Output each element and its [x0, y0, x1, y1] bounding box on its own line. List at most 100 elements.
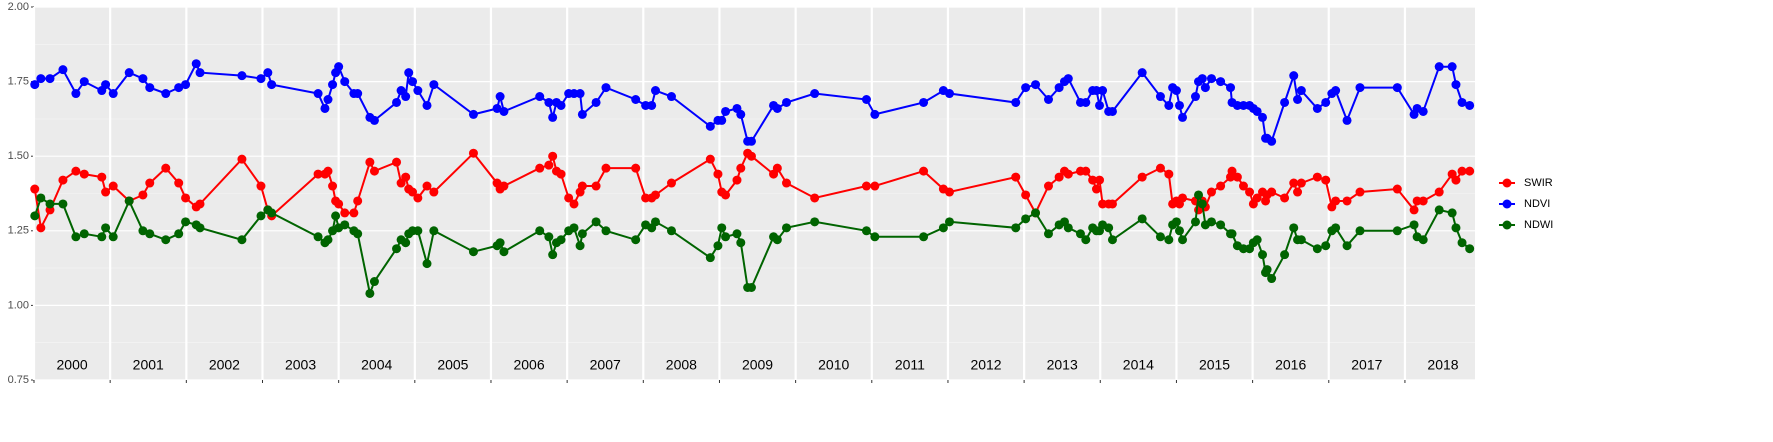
- data-point: [340, 77, 350, 87]
- data-point: [861, 226, 871, 236]
- data-point: [1031, 80, 1041, 90]
- data-point: [1164, 235, 1174, 245]
- x-tick-label: 2000: [57, 357, 88, 373]
- data-point: [408, 187, 418, 197]
- data-point: [1107, 235, 1117, 245]
- data-point: [631, 95, 641, 105]
- x-tick-label: 2002: [209, 357, 240, 373]
- data-point: [1331, 86, 1341, 96]
- data-point: [548, 112, 558, 122]
- data-point: [267, 208, 277, 218]
- x-tick-label: 2007: [590, 357, 621, 373]
- data-point: [30, 80, 40, 90]
- data-point: [1465, 166, 1475, 176]
- data-point: [1021, 214, 1031, 224]
- data-point: [30, 184, 40, 194]
- y-tick-label: 0.75: [8, 374, 29, 386]
- data-point: [810, 89, 820, 99]
- data-point: [79, 169, 89, 179]
- data-point: [323, 235, 333, 245]
- data-point: [1011, 223, 1021, 233]
- data-point: [781, 97, 791, 107]
- data-point: [181, 193, 191, 203]
- data-point: [1252, 193, 1262, 203]
- data-point: [1289, 223, 1299, 233]
- data-point: [1031, 208, 1041, 218]
- data-point: [401, 238, 411, 248]
- data-point: [174, 229, 184, 239]
- data-point: [313, 169, 323, 179]
- data-point: [58, 175, 68, 185]
- data-point: [650, 190, 660, 200]
- data-point: [495, 92, 505, 102]
- data-point: [1434, 62, 1444, 72]
- data-point: [1107, 106, 1117, 116]
- data-point: [1137, 214, 1147, 224]
- data-point: [1095, 175, 1105, 185]
- data-point: [577, 229, 587, 239]
- data-point: [79, 229, 89, 239]
- data-point: [108, 232, 118, 242]
- data-point: [1457, 166, 1467, 176]
- data-point: [1155, 163, 1165, 173]
- data-point: [499, 106, 509, 116]
- data-point: [161, 235, 171, 245]
- y-tick-label: 1.75: [8, 76, 29, 88]
- data-point: [101, 223, 111, 233]
- data-point: [369, 277, 379, 287]
- data-point: [1021, 190, 1031, 200]
- data-point: [191, 59, 201, 69]
- x-tick-label: 2008: [666, 357, 697, 373]
- data-point: [108, 181, 118, 191]
- data-point: [1267, 274, 1277, 284]
- y-tick-label: 1.00: [8, 299, 29, 311]
- x-tick-label: 2017: [1351, 357, 1382, 373]
- data-point: [353, 229, 363, 239]
- data-point: [413, 193, 423, 203]
- data-point: [495, 238, 505, 248]
- data-point: [1174, 100, 1184, 110]
- legend-marker: [1502, 199, 1512, 209]
- data-point: [1447, 208, 1457, 218]
- data-point: [732, 175, 742, 185]
- data-point: [1216, 181, 1226, 191]
- data-point: [181, 217, 191, 227]
- data-point: [1095, 100, 1105, 110]
- data-point: [267, 80, 277, 90]
- legend-marker: [1502, 220, 1512, 230]
- data-point: [1081, 235, 1091, 245]
- data-point: [1226, 83, 1236, 93]
- x-tick-label: 2003: [285, 357, 316, 373]
- x-tick-label: 2010: [818, 357, 849, 373]
- data-point: [138, 190, 148, 200]
- data-point: [323, 166, 333, 176]
- data-point: [36, 74, 46, 84]
- data-point: [1178, 112, 1188, 122]
- data-point: [1392, 184, 1402, 194]
- data-point: [328, 181, 338, 191]
- data-point: [195, 68, 205, 78]
- data-point: [736, 163, 746, 173]
- data-point: [1043, 181, 1053, 191]
- data-point: [1011, 172, 1021, 182]
- data-point: [30, 211, 40, 221]
- data-point: [1155, 92, 1165, 102]
- data-point: [1280, 193, 1290, 203]
- data-point: [870, 109, 880, 119]
- x-tick-label: 2013: [1047, 357, 1078, 373]
- data-point: [334, 62, 344, 72]
- data-point: [717, 223, 727, 233]
- data-point: [919, 97, 929, 107]
- data-point: [575, 241, 585, 251]
- data-point: [861, 181, 871, 191]
- data-point: [1043, 95, 1053, 105]
- data-point: [58, 199, 68, 209]
- data-point: [138, 74, 148, 84]
- data-point: [721, 106, 731, 116]
- data-point: [772, 163, 782, 173]
- data-point: [1197, 199, 1207, 209]
- data-point: [138, 226, 148, 236]
- data-point: [145, 178, 155, 188]
- data-point: [108, 89, 118, 99]
- data-point: [492, 103, 502, 113]
